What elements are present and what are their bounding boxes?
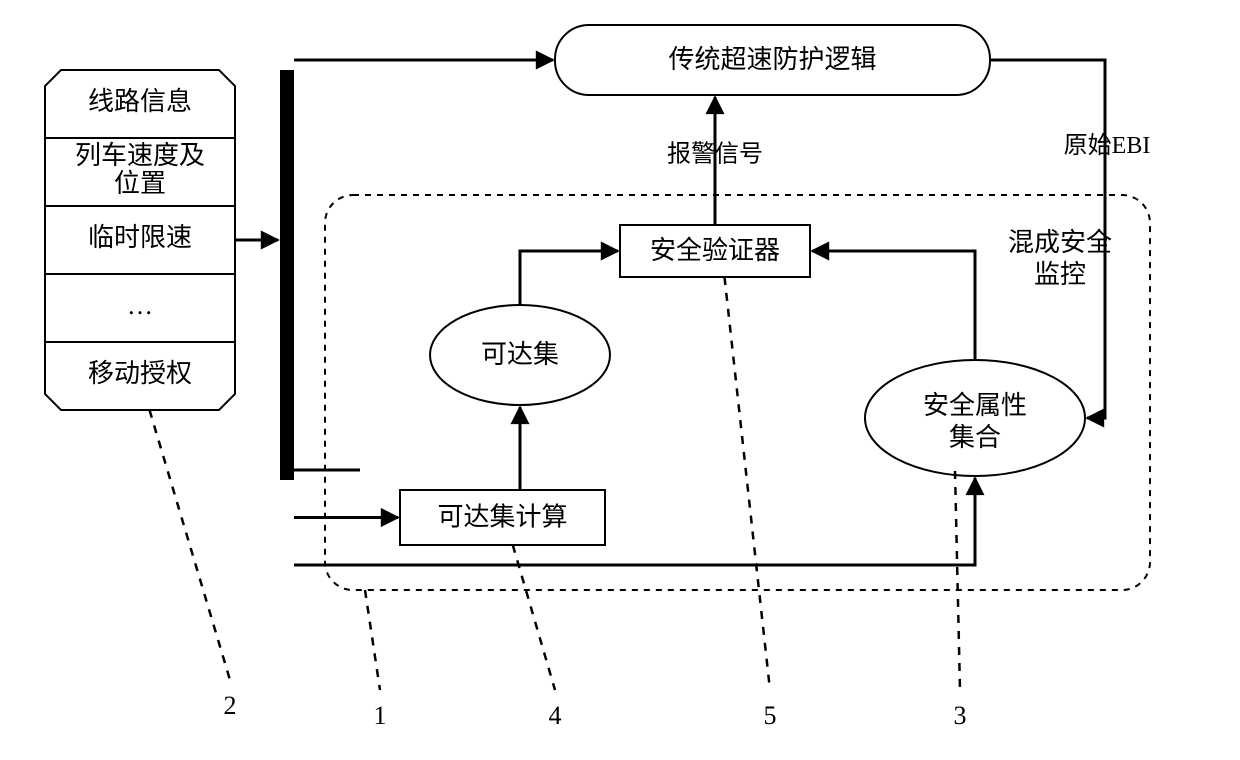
block-verifier-label: 安全验证器 (650, 236, 780, 265)
label-ebi: 原始EBI (1064, 132, 1151, 159)
edge-bus-to-safetyset (294, 478, 975, 565)
callout-5-number: 5 (764, 701, 777, 730)
edge-reachset-to-verifier (520, 251, 618, 305)
edge-safetyset-to-verifier (812, 251, 975, 360)
callout-1-number: 1 (374, 701, 387, 730)
bus-bar (280, 70, 294, 480)
callout-4-leader (513, 545, 555, 690)
callout-2-number: 2 (224, 691, 237, 720)
callout-5-leader (725, 277, 771, 690)
node-safety-set-label2: 集合 (949, 423, 1001, 452)
callout-3-number: 3 (954, 701, 967, 730)
input-cell: … (127, 291, 153, 320)
block-traditional-logic-label: 传统超速防护逻辑 (668, 45, 876, 74)
callout-3-leader (955, 471, 960, 690)
group-hybrid-monitor-label2: 监控 (1034, 260, 1086, 289)
node-reach-set-label: 可达集 (481, 340, 559, 369)
input-cell: 临时限速 (88, 223, 192, 252)
label-alarm: 报警信号 (667, 141, 763, 168)
group-hybrid-monitor-label1: 混成安全 (1008, 228, 1112, 257)
input-cell: 移动授权 (88, 359, 192, 388)
input-stack: 线路信息列车速度及位置临时限速…移动授权 (45, 70, 235, 410)
callout-4-number: 4 (549, 701, 562, 730)
node-safety-set-label1: 安全属性 (923, 391, 1027, 420)
block-reach-calc-label: 可达集计算 (437, 502, 567, 531)
input-cell: 线路信息 (88, 87, 192, 116)
callout-1-leader (365, 590, 380, 690)
callout-2-leader (150, 410, 231, 680)
